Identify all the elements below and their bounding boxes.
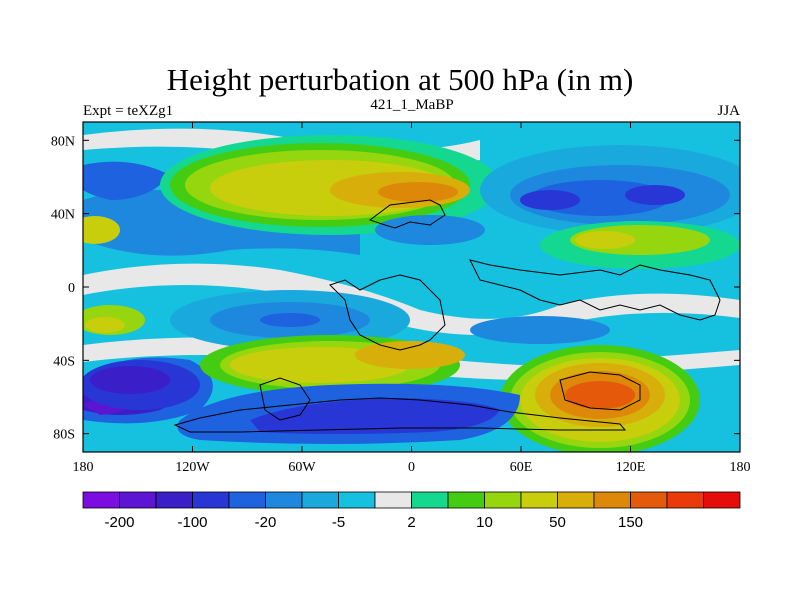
y-tick-label: 40N: [51, 208, 75, 223]
colorbar-swatch: [301, 491, 339, 509]
axis-ticks: 180 120W 60W 0 60E 120E 180 80N 40N 0 40S 80S: [51, 122, 751, 475]
natl-neg: [375, 215, 485, 245]
y-tick-label: 0: [68, 281, 75, 296]
wnp-pos: [83, 216, 120, 244]
coast-asia: [469, 259, 721, 321]
x-tick-label: 120W: [175, 460, 210, 475]
x-tick-label: 0: [408, 460, 415, 475]
band-north-deep: [83, 161, 170, 200]
na-deep2: [625, 185, 685, 205]
eq-neg-east: [470, 316, 610, 344]
colorbar-label: -20: [255, 514, 277, 531]
colorbar-label: -200: [104, 514, 134, 531]
colorbar-swatch: [338, 491, 376, 509]
grey-band-equator: [83, 263, 740, 335]
plot-title: Height perturbation at 500 hPa (in m): [166, 62, 634, 97]
colorbar-swatch: [630, 491, 668, 509]
na-deep: [520, 190, 580, 210]
colorbar-label: 2: [407, 514, 415, 531]
sp-neg2: [90, 366, 170, 394]
colorbar-swatch: [520, 491, 558, 509]
ea-yellow: [575, 231, 635, 249]
y-tick-label: 80N: [51, 134, 75, 149]
eq-neg3: [260, 313, 320, 327]
colorbar-label: 150: [618, 514, 643, 531]
season-label: JJA: [717, 103, 740, 119]
experiment-label: Expt = teXZg1: [83, 103, 174, 119]
eqw-pos2: [85, 317, 125, 333]
colorbar-label: -5: [332, 514, 345, 531]
colorbar: -200 -100 -20 -5 2 10 50 150: [82, 491, 741, 531]
colorbar-swatch: [119, 491, 157, 509]
x-tick-label: 180: [73, 460, 94, 475]
so-neg2: [250, 398, 500, 434]
colorbar-swatch: [411, 491, 449, 509]
x-tick-label: 180: [730, 460, 751, 475]
colorbar-swatch: [447, 491, 485, 509]
y-tick-label: 80S: [53, 428, 75, 443]
coast-europe: [368, 199, 446, 229]
colorbar-label: 50: [549, 514, 566, 531]
x-tick-label: 120E: [616, 460, 646, 475]
colorbar-swatch: [557, 491, 595, 509]
colorbar-swatch: [265, 491, 303, 509]
colorbar-swatch: [82, 491, 120, 509]
coast-australia: [559, 371, 641, 411]
colorbar-swatch: [666, 491, 704, 509]
np-orange: [378, 182, 458, 202]
map-field: [83, 122, 740, 452]
colorbar-swatch: [703, 491, 741, 509]
colorbar-swatch: [192, 491, 230, 509]
coast-antarctica: [173, 397, 627, 433]
si-redorange: [565, 381, 635, 409]
x-tick-label: 60E: [510, 460, 533, 475]
coast-south-america: [259, 377, 311, 421]
colorbar-label: -100: [177, 514, 207, 531]
y-tick-label: 40S: [53, 354, 75, 369]
colorbar-swatch: [228, 491, 266, 509]
colorbar-swatch: [155, 491, 193, 509]
colorbar-swatch: [374, 491, 412, 509]
colorbar-swatch: [484, 491, 522, 509]
colorbar-swatch: [593, 491, 631, 509]
colorbar-label: 10: [476, 514, 493, 531]
sa-gold: [355, 341, 465, 369]
x-tick-label: 60W: [288, 460, 316, 475]
run-label: 421_1_MaBP: [370, 97, 454, 113]
coast-africa: [329, 274, 446, 351]
